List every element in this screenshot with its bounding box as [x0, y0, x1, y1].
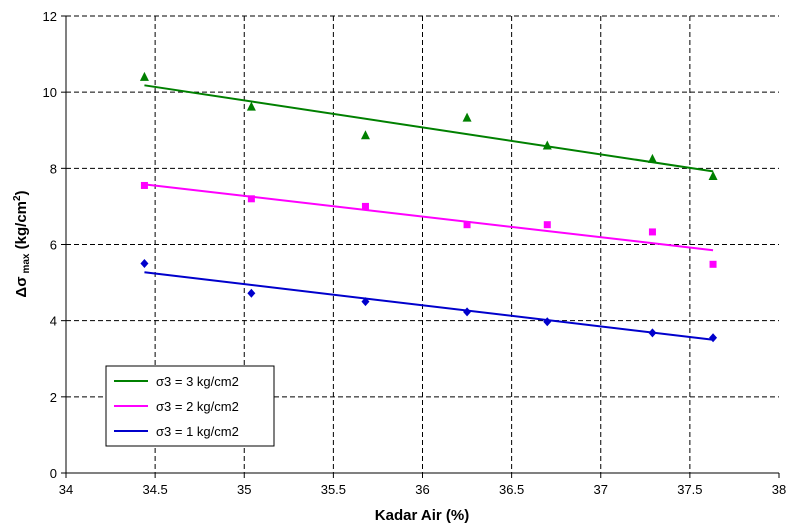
data-point-series-3: [709, 333, 718, 343]
x-tick-label: 35: [237, 482, 251, 497]
data-point-series-2: [543, 221, 551, 229]
x-tick-label: 36.5: [499, 482, 524, 497]
legend-label-1: σ3 = 3 kg/cm2: [156, 374, 239, 389]
y-axis-title-main: Δσ: [13, 277, 30, 298]
data-point-series-2: [140, 181, 148, 189]
data-point-series-3: [247, 288, 256, 298]
x-axis-title: Kadar Air (%): [375, 507, 469, 524]
x-tick-label: 37: [594, 482, 608, 497]
legend: σ3 = 3 kg/cm2 σ3 = 2 kg/cm2 σ3 = 1 kg/cm2: [105, 365, 275, 447]
y-axis-title-units: (kg/cm: [13, 201, 30, 254]
trend-line-series-2: [144, 183, 714, 252]
x-tick-label: 38: [772, 482, 786, 497]
y-tick-labels: 0 2 4 6 8 10 12: [43, 9, 57, 481]
data-point-series-1: [647, 153, 657, 163]
data-point-series-3: [463, 307, 472, 317]
legend-label-2: σ3 = 2 kg/cm2: [156, 399, 239, 414]
y-tick-label: 8: [50, 161, 57, 176]
x-tick-label: 37.5: [677, 482, 702, 497]
data-point-series-2: [361, 202, 369, 210]
gridlines: [66, 15, 779, 473]
data-point-series-3: [648, 328, 657, 338]
data-point-series-1: [462, 112, 472, 122]
y-tick-label: 12: [43, 9, 57, 24]
y-tick-label: 4: [50, 314, 57, 329]
trend-lines: [144, 84, 714, 341]
y-axis-title: Δσ max (kg/cm2): [12, 190, 32, 297]
y-axis-title-subscript: max: [21, 253, 32, 273]
x-tick-label: 36: [415, 482, 429, 497]
data-point-series-3: [140, 259, 149, 269]
x-tick-labels: 34 34.5 35 35.5 36 36.5 37 37.5 38: [59, 482, 786, 497]
data-markers: [139, 71, 718, 343]
data-point-series-2: [648, 228, 656, 236]
data-point-series-3: [361, 297, 370, 307]
y-tick-label: 6: [50, 238, 57, 253]
y-axis-title-units-sup: 2: [12, 195, 23, 201]
y-axis-title-units-close: ): [13, 190, 30, 195]
y-tick-label: 2: [50, 390, 57, 405]
x-tick-label: 34.5: [142, 482, 167, 497]
legend-label-3: σ3 = 1 kg/cm2: [156, 424, 239, 439]
data-point-series-1: [360, 130, 370, 140]
x-tick-label: 34: [59, 482, 73, 497]
data-point-series-3: [543, 317, 552, 327]
data-point-series-1: [708, 170, 718, 180]
data-point-series-2: [247, 195, 255, 203]
data-point-series-1: [542, 140, 552, 150]
trend-line-series-3: [144, 271, 714, 341]
trend-line-series-1: [144, 84, 714, 173]
y-tick-label: 10: [43, 85, 57, 100]
y-tick-label: 0: [50, 466, 57, 481]
axes: [61, 15, 780, 478]
data-point-series-1: [246, 101, 256, 111]
data-point-series-2: [463, 221, 471, 229]
data-point-series-2: [709, 260, 717, 268]
data-point-series-1: [139, 71, 149, 81]
x-tick-label: 35.5: [321, 482, 346, 497]
